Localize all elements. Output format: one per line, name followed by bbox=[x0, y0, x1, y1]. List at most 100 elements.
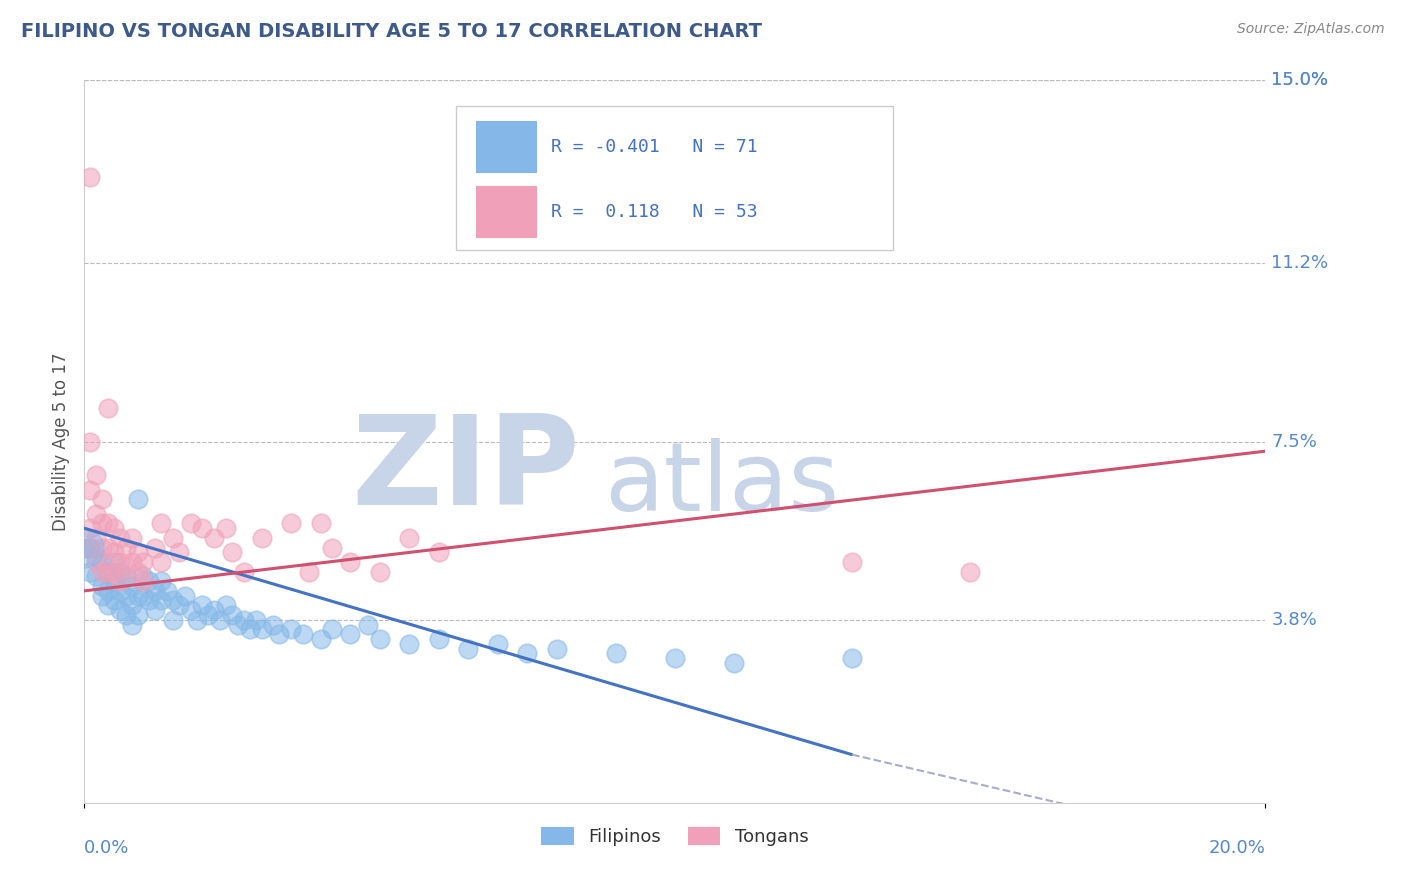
Point bbox=[127, 565, 149, 579]
Point bbox=[84, 569, 107, 583]
Point bbox=[150, 516, 173, 531]
Point bbox=[269, 627, 291, 641]
Point bbox=[309, 632, 332, 646]
Point bbox=[150, 555, 173, 569]
Point bbox=[280, 623, 302, 637]
Point bbox=[132, 574, 155, 589]
Point bbox=[97, 516, 120, 531]
Point bbox=[959, 565, 981, 579]
Point bbox=[197, 607, 219, 622]
Point bbox=[108, 583, 131, 598]
Point bbox=[132, 555, 155, 569]
Point bbox=[91, 565, 114, 579]
Point bbox=[180, 516, 202, 531]
Point bbox=[84, 555, 107, 569]
Point bbox=[180, 603, 202, 617]
Point bbox=[156, 583, 179, 598]
Point bbox=[321, 541, 343, 555]
Point bbox=[114, 559, 136, 574]
Point bbox=[368, 632, 391, 646]
Point bbox=[108, 555, 131, 569]
Point bbox=[97, 401, 120, 415]
Point bbox=[84, 468, 107, 483]
Point bbox=[127, 607, 149, 622]
Point bbox=[84, 531, 107, 545]
Point bbox=[280, 516, 302, 531]
Text: 11.2%: 11.2% bbox=[1271, 254, 1329, 272]
Point bbox=[486, 637, 509, 651]
Point bbox=[150, 593, 173, 607]
FancyBboxPatch shape bbox=[477, 186, 537, 238]
Point bbox=[250, 531, 273, 545]
Point bbox=[298, 565, 321, 579]
Point bbox=[91, 555, 114, 569]
Point bbox=[215, 599, 238, 613]
Point bbox=[321, 623, 343, 637]
Point bbox=[97, 599, 120, 613]
Point bbox=[232, 565, 254, 579]
Text: R =  0.118   N = 53: R = 0.118 N = 53 bbox=[551, 202, 758, 221]
Point bbox=[114, 569, 136, 583]
Point bbox=[127, 589, 149, 603]
Point bbox=[79, 541, 101, 555]
Point bbox=[73, 541, 96, 555]
Text: atlas: atlas bbox=[605, 438, 839, 532]
Text: ZIP: ZIP bbox=[352, 410, 581, 531]
Point bbox=[339, 627, 361, 641]
Point bbox=[357, 617, 380, 632]
Point bbox=[398, 531, 420, 545]
Point bbox=[516, 647, 538, 661]
Point bbox=[309, 516, 332, 531]
Text: 7.5%: 7.5% bbox=[1271, 433, 1317, 450]
Point bbox=[91, 579, 114, 593]
Text: 15.0%: 15.0% bbox=[1271, 71, 1329, 89]
Point bbox=[841, 651, 863, 665]
Point bbox=[127, 545, 149, 559]
Point bbox=[103, 593, 125, 607]
Point bbox=[79, 521, 101, 535]
Point bbox=[605, 647, 627, 661]
Point bbox=[167, 545, 190, 559]
Point bbox=[427, 632, 450, 646]
Point bbox=[121, 531, 143, 545]
Text: 20.0%: 20.0% bbox=[1209, 838, 1265, 857]
Point bbox=[723, 656, 745, 670]
Point bbox=[79, 565, 101, 579]
Point bbox=[250, 623, 273, 637]
Point bbox=[114, 589, 136, 603]
Point bbox=[398, 637, 420, 651]
Point bbox=[97, 565, 120, 579]
Text: 3.8%: 3.8% bbox=[1271, 611, 1317, 629]
Point bbox=[97, 583, 120, 598]
Point bbox=[191, 521, 214, 535]
Point bbox=[73, 541, 96, 555]
FancyBboxPatch shape bbox=[457, 105, 893, 250]
Point bbox=[143, 583, 166, 598]
Point bbox=[84, 550, 107, 565]
Point bbox=[132, 569, 155, 583]
Point bbox=[215, 521, 238, 535]
Text: 15.0%: 15.0% bbox=[1271, 71, 1329, 89]
Point bbox=[79, 541, 101, 555]
Point bbox=[221, 607, 243, 622]
Point bbox=[143, 603, 166, 617]
Point bbox=[162, 531, 184, 545]
Point bbox=[546, 641, 568, 656]
Point bbox=[138, 574, 160, 589]
Point bbox=[239, 623, 262, 637]
Point bbox=[202, 531, 225, 545]
Text: FILIPINO VS TONGAN DISABILITY AGE 5 TO 17 CORRELATION CHART: FILIPINO VS TONGAN DISABILITY AGE 5 TO 1… bbox=[21, 22, 762, 41]
Point bbox=[114, 541, 136, 555]
Point bbox=[127, 492, 149, 507]
Text: R = -0.401   N = 71: R = -0.401 N = 71 bbox=[551, 137, 758, 156]
Text: 0.0%: 0.0% bbox=[84, 838, 129, 857]
Point bbox=[339, 555, 361, 569]
Point bbox=[191, 599, 214, 613]
Point bbox=[114, 607, 136, 622]
Point bbox=[162, 593, 184, 607]
Point bbox=[108, 574, 131, 589]
Y-axis label: Disability Age 5 to 17: Disability Age 5 to 17 bbox=[52, 352, 70, 531]
Point bbox=[226, 617, 249, 632]
Point bbox=[138, 593, 160, 607]
Text: Source: ZipAtlas.com: Source: ZipAtlas.com bbox=[1237, 22, 1385, 37]
